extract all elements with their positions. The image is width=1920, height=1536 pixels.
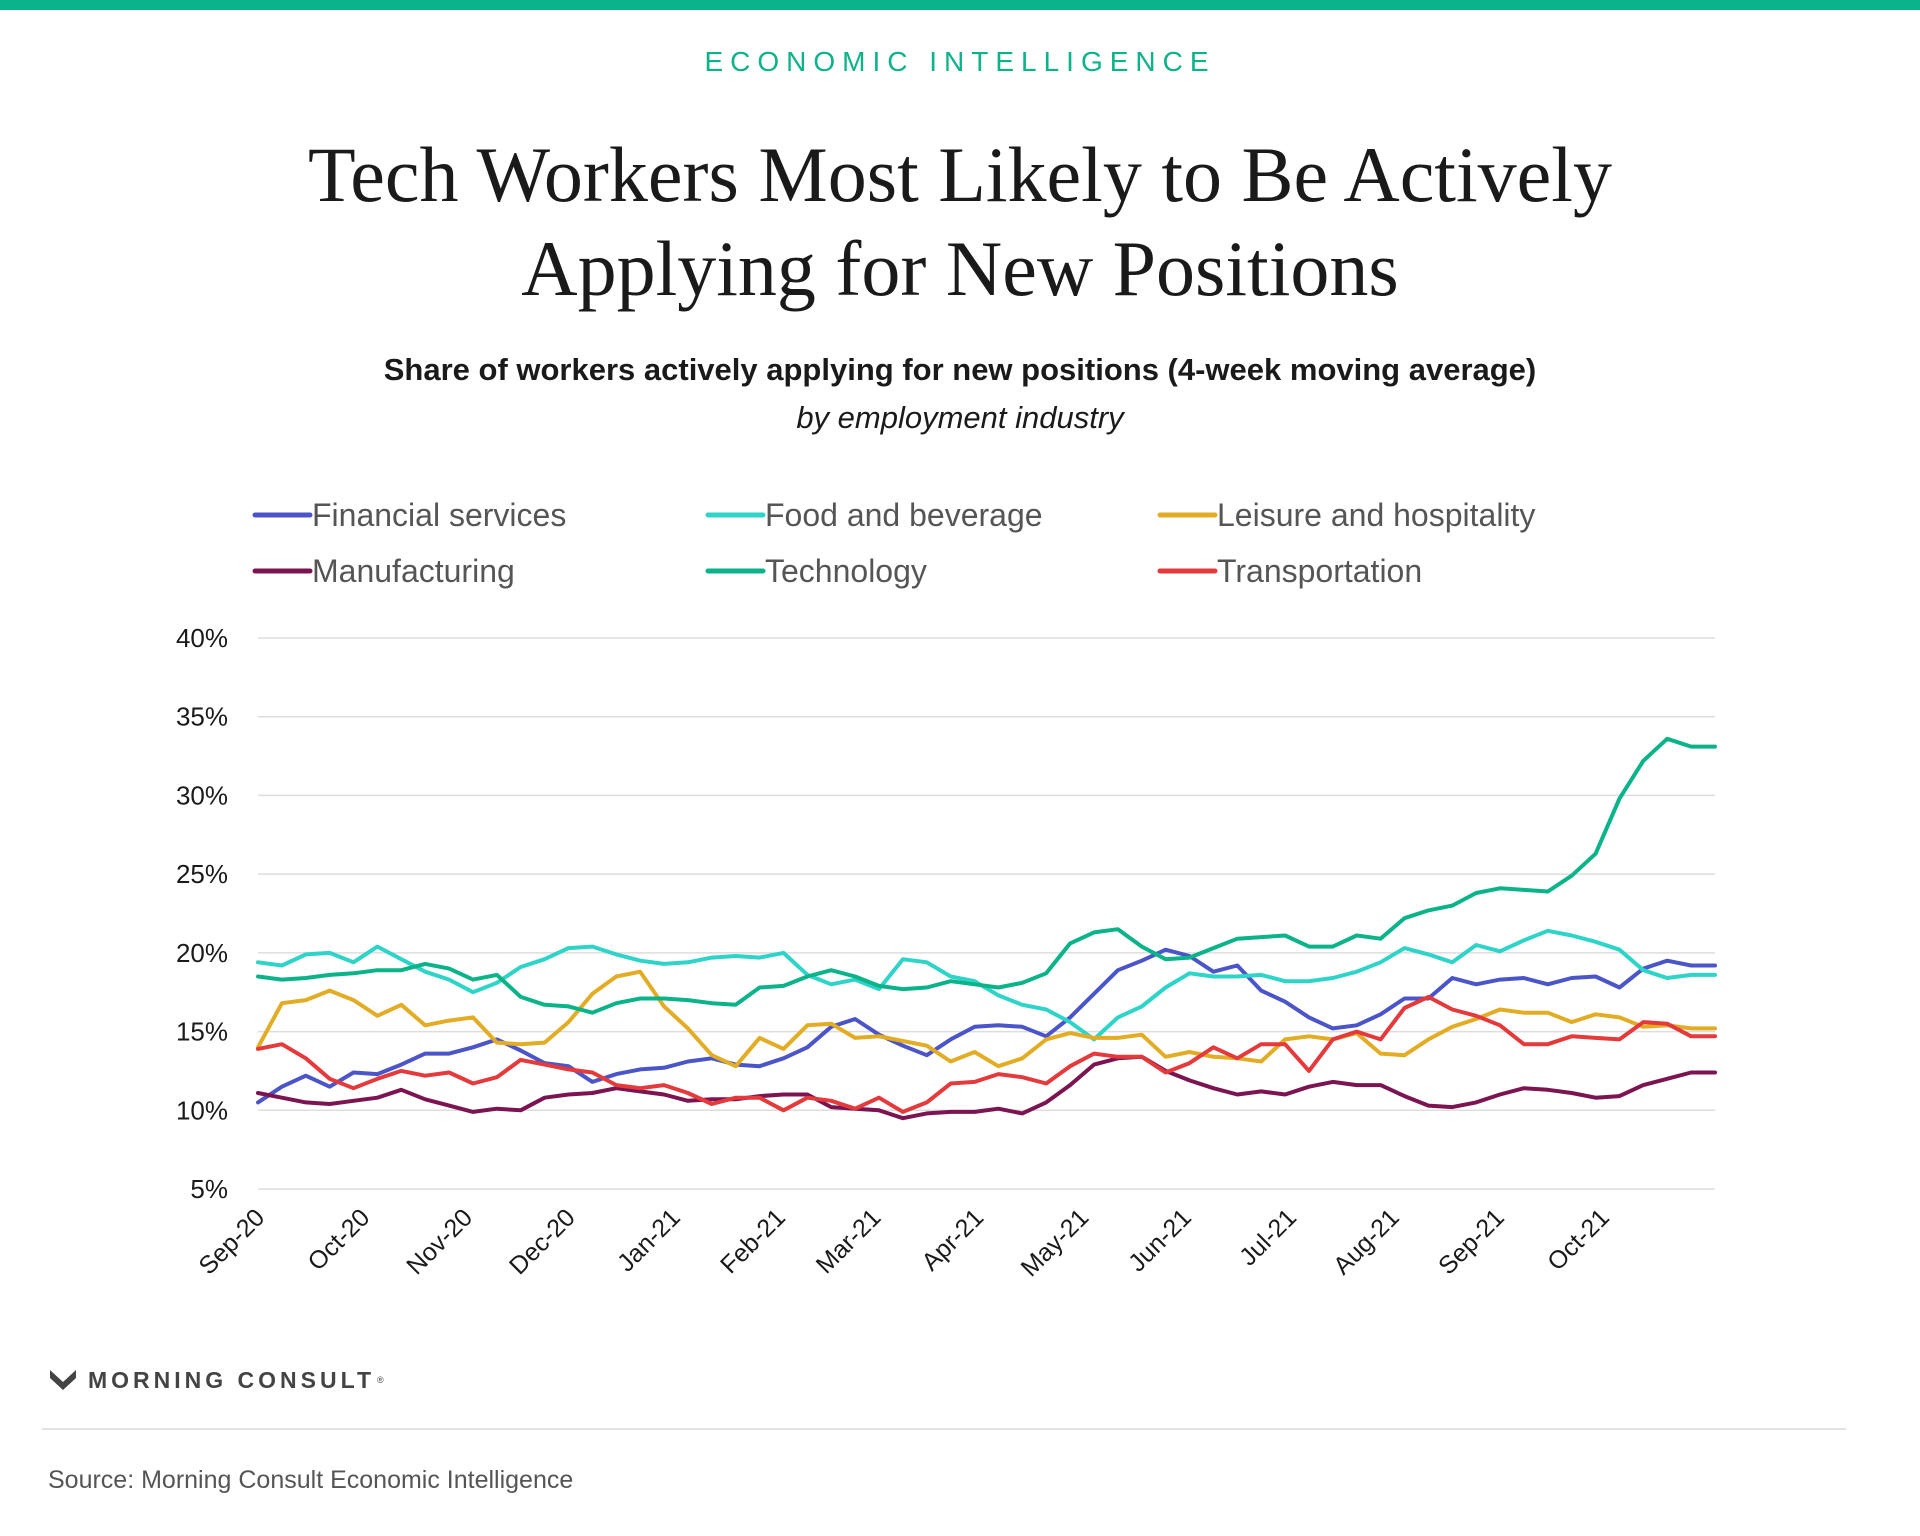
logo-wordmark: MORNING CONSULT	[88, 1366, 376, 1393]
x-tick-label: Oct-20	[302, 1203, 375, 1276]
y-axis: 5% 10% 15% 20% 25% 30% 35% 40%	[176, 623, 228, 1204]
legend-label: Financial services	[312, 497, 566, 533]
y-tick-label: 30%	[176, 780, 228, 810]
legend-item: Financial services	[252, 497, 566, 533]
y-tick-label: 35%	[176, 702, 228, 732]
legend-item: Leisure and hospitality	[1157, 497, 1535, 533]
series-line-leisure-and-hospitality	[256, 969, 1717, 1069]
x-tick-label: Sep-20	[193, 1203, 270, 1280]
chart-legend: Financial services Food and beverage Leisu…	[252, 497, 1535, 589]
x-axis: Sep-20 Oct-20 Nov-20 Dec-20 Jan-21 Feb-21 Mar-…	[193, 1203, 1615, 1282]
title-line-1: Tech Workers Most Likely to Be Actively	[308, 131, 1612, 218]
series-line-technology	[256, 736, 1717, 1015]
line-chart: Financial services Food and beverage Leisu…	[176, 497, 1717, 1282]
legend-item: Food and beverage	[705, 497, 1043, 533]
y-tick-label: 20%	[176, 938, 228, 968]
legend-item: Manufacturing	[252, 553, 515, 589]
footer-divider	[42, 1428, 1846, 1430]
x-tick-label: Nov-20	[401, 1203, 478, 1280]
x-tick-label: Oct-21	[1542, 1203, 1615, 1276]
y-tick-label: 25%	[176, 859, 228, 889]
x-tick-label: Dec-20	[504, 1203, 581, 1280]
legend-item: Technology	[705, 553, 927, 589]
y-tick-label: 15%	[176, 1017, 228, 1047]
series-line-manufacturing	[256, 1054, 1717, 1121]
x-tick-label: Jan-21	[612, 1203, 686, 1277]
chart-series	[256, 736, 1717, 1121]
x-tick-label: May-21	[1016, 1203, 1095, 1282]
logo-trademark: ®	[377, 1375, 384, 1385]
legend-label: Leisure and hospitality	[1217, 497, 1535, 533]
chart-grid	[258, 637, 1715, 1190]
title-line-2: Applying for New Positions	[521, 225, 1399, 312]
morning-consult-logo: MORNING CONSULT ®	[48, 1365, 384, 1395]
y-tick-label: 5%	[190, 1174, 228, 1204]
legend-label: Food and beverage	[765, 497, 1043, 533]
morning-consult-m-icon	[50, 1370, 76, 1390]
x-tick-label: Sep-21	[1433, 1203, 1510, 1280]
legend-label: Technology	[765, 553, 927, 589]
x-tick-label: Jun-21	[1123, 1203, 1197, 1277]
legend-label: Transportation	[1217, 553, 1422, 589]
chart-subtitle-italic: by employment industry	[796, 400, 1124, 435]
y-tick-label: 10%	[176, 1095, 228, 1125]
chart-subtitle: Share of workers actively applying for n…	[383, 352, 1537, 387]
page-title: Tech Workers Most Likely to Be Actively …	[160, 128, 1760, 316]
legend-label: Manufacturing	[312, 553, 515, 589]
source-note: Source: Morning Consult Economic Intelli…	[48, 1466, 574, 1494]
x-tick-label: Apr-21	[916, 1203, 989, 1276]
top-accent-bar	[0, 0, 1920, 10]
x-tick-label: Aug-21	[1328, 1203, 1405, 1280]
x-tick-label: Jul-21	[1234, 1203, 1302, 1271]
x-tick-label: Mar-21	[811, 1203, 887, 1279]
series-line-transportation	[256, 994, 1717, 1114]
legend-item: Transportation	[1157, 553, 1422, 589]
section-eyebrow: ECONOMIC INTELLIGENCE	[704, 46, 1216, 77]
x-tick-label: Feb-21	[715, 1203, 791, 1279]
y-tick-label: 40%	[176, 623, 228, 653]
